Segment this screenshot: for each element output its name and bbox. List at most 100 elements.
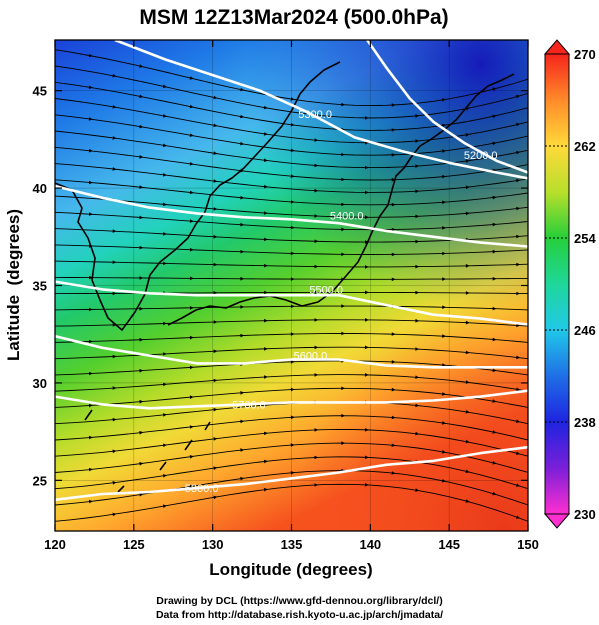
streamline-arrow <box>364 373 369 377</box>
streamline-arrow <box>189 425 194 429</box>
streamline-arrow <box>88 435 93 440</box>
streamline-arrow <box>290 415 295 420</box>
streamline <box>55 374 528 392</box>
streamline-arrow <box>415 189 420 194</box>
streamline-arrow <box>139 276 144 280</box>
streamline-arrow <box>314 373 319 377</box>
streamline-arrow <box>112 481 117 485</box>
streamline-arrow <box>290 332 295 336</box>
height-contour <box>55 389 528 410</box>
streamline-arrow <box>492 249 497 254</box>
streamline-arrow <box>415 375 420 379</box>
streamline-arrow <box>442 334 446 338</box>
streamline-arrow <box>465 133 470 137</box>
streamline-arrow <box>415 347 420 351</box>
streamline-arrow <box>263 211 268 215</box>
streamline-arrow <box>314 455 319 460</box>
coastline-ryukyu <box>84 409 211 493</box>
streamline-arrow <box>112 323 117 327</box>
y-axis-label: Latitude (degrees) <box>4 209 23 361</box>
streamline-arrow <box>442 392 446 396</box>
streamline-arrow <box>516 150 521 155</box>
streamline-arrow <box>264 290 268 295</box>
streamline-arrow <box>263 459 268 464</box>
height-contour <box>55 334 528 369</box>
streamline-arrow <box>240 195 245 200</box>
streamline-arrow <box>88 117 93 121</box>
streamline-arrow <box>240 305 245 309</box>
streamline-arrow <box>112 386 117 390</box>
streamline-arrow <box>341 152 346 157</box>
streamline-arrow <box>264 375 268 379</box>
streamline-arrow <box>162 114 167 118</box>
streamline-arrow <box>112 512 117 517</box>
streamline-arrow <box>465 499 470 503</box>
streamline-arrow <box>112 136 117 140</box>
streamline-arrow <box>213 151 218 155</box>
streamline-arrow <box>314 163 319 168</box>
streamline-arrow <box>492 276 497 281</box>
streamline-arrow <box>516 234 521 239</box>
streamline-arrow <box>88 85 93 89</box>
streamline-arrow <box>314 483 319 487</box>
streamline <box>55 260 528 268</box>
streamline-arrow <box>290 471 295 475</box>
streamline-arrow <box>341 441 346 445</box>
colorbar-tick-label: 230 <box>574 507 596 522</box>
streamline-arrow <box>415 164 420 168</box>
streamline-arrow <box>516 323 521 328</box>
streamline-arrow <box>162 143 167 148</box>
streamline-arrow <box>492 306 497 311</box>
streamline-arrow <box>341 202 346 207</box>
colorbar-tick-label: 238 <box>574 415 596 430</box>
streamline-arrow <box>290 360 295 364</box>
streamline-arrow <box>240 391 245 395</box>
streamline-arrow <box>213 378 218 383</box>
streamline-arrow <box>415 488 420 492</box>
streamline-arrow <box>465 185 470 190</box>
streamline-arrow <box>290 174 295 178</box>
streamline-arrow <box>442 305 446 309</box>
streamline-arrow <box>89 339 93 344</box>
streamline-arrow <box>189 306 194 310</box>
streamline-arrow <box>290 200 295 204</box>
streamline-arrow <box>365 215 369 220</box>
streamline-arrow <box>163 232 167 236</box>
streamline-arrow <box>391 332 396 336</box>
streamline-arrow <box>112 105 117 109</box>
contour-label: 5500.0 <box>309 284 343 296</box>
streamline-arrow <box>213 207 218 211</box>
streamline-arrow <box>442 363 446 367</box>
streamline-arrow <box>163 382 167 387</box>
y-tick-label: 25 <box>33 473 47 488</box>
streamline <box>55 98 528 144</box>
streamline-arrow <box>442 251 446 256</box>
streamline-arrow <box>139 492 144 497</box>
streamline-arrow <box>189 162 194 166</box>
streamline-arrow <box>516 94 521 99</box>
streamline-arrow <box>162 474 167 478</box>
streamline-arrow <box>189 104 194 109</box>
streamline-arrow <box>492 491 497 496</box>
streamline <box>55 428 528 457</box>
streamline-arrow <box>264 347 268 351</box>
streamline-arrow <box>365 190 369 195</box>
streamline-arrow <box>314 428 319 432</box>
streamline-arrow <box>213 291 218 295</box>
streamline-arrow <box>290 387 295 392</box>
streamline-arrow <box>341 386 346 391</box>
credit-drawing: Drawing by DCL (https://www.gfd-dennou.o… <box>156 595 443 607</box>
streamline-arrow <box>213 234 218 239</box>
streamline-arrow <box>240 276 245 281</box>
streamline-arrow <box>290 443 295 447</box>
streamline-arrow <box>264 237 268 242</box>
streamline-arrow <box>240 168 245 173</box>
streamline-arrow <box>442 98 446 102</box>
streamline-arrow <box>139 185 144 189</box>
x-tick-label: 130 <box>202 537 224 552</box>
streamline-arrow <box>112 449 117 454</box>
streamline-arrow <box>465 211 470 216</box>
streamline-arrow <box>391 177 396 182</box>
streamline-arrow <box>314 318 319 322</box>
streamline-arrow <box>492 87 497 91</box>
